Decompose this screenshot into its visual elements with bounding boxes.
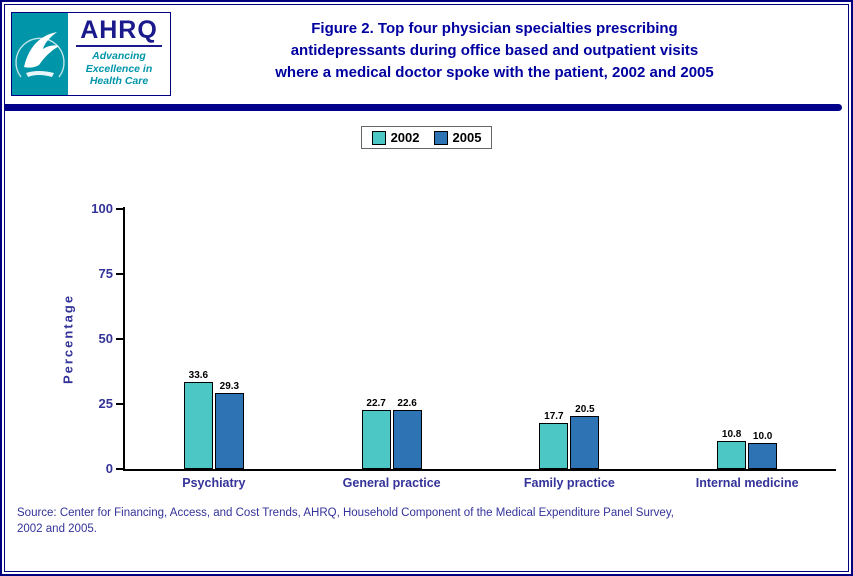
legend-label: 2005 [452, 130, 482, 145]
y-tick-label: 0 [105, 461, 113, 476]
y-tick-mark [116, 208, 123, 210]
bar-group-internal-medicine: 10.8 10.0 [716, 207, 778, 469]
legend-swatch [371, 130, 386, 145]
bar-2005 [392, 410, 422, 469]
legend: 2002 2005 [360, 126, 493, 149]
category-label: Family practice [523, 476, 615, 490]
bar-chart: Percentage 0 25 50 75 100 33.6 29.3 22.7 22.6 17… [55, 201, 836, 476]
y-tick-label: 50 [98, 331, 113, 346]
bar-wrap: 29.3 [214, 207, 245, 469]
y-axis-title-column: Percentage [55, 207, 81, 471]
source-note: Source: Center for Financing, Access, an… [17, 507, 674, 535]
bar-value-label: 10.8 [721, 428, 742, 440]
bar-value-label: 17.7 [544, 410, 564, 422]
page: AHRQ Advancing Excellence in Health Care… [4, 4, 849, 572]
legend-swatch [433, 130, 448, 145]
y-tick-mark [116, 338, 123, 340]
bar-group-family-practice: 17.7 20.5 [538, 207, 600, 469]
legend-row: 2002 2005 [5, 126, 848, 149]
bar-2005 [214, 392, 244, 469]
y-tick-mark [116, 273, 123, 275]
category-label: Psychiatry [182, 476, 246, 490]
bar-2002 [717, 440, 747, 469]
agency-logo-block: AHRQ Advancing Excellence in Health Care [11, 12, 171, 96]
bar-2005 [748, 443, 778, 469]
category-row: Psychiatry General practice Family practic… [125, 476, 836, 490]
bar-wrap: 10.0 [747, 207, 778, 469]
bar-wrap: 22.7 [361, 207, 392, 469]
bar-group-psychiatry: 33.6 29.3 [183, 207, 245, 469]
y-axis-values: 0 25 50 75 100 [81, 201, 123, 476]
bar-2002 [183, 381, 213, 469]
bar-2002 [539, 422, 569, 469]
bar-value-label: 29.3 [219, 380, 240, 392]
y-axis-title: Percentage [60, 293, 76, 385]
bar-wrap: 10.8 [716, 207, 747, 469]
category-label: Internal medicine [695, 476, 799, 490]
bar-value-label: 20.5 [575, 403, 595, 415]
legend-item-2005: 2005 [433, 130, 482, 145]
bar-wrap: 33.6 [183, 207, 214, 469]
page-title: Figure 2. Top four physician specialties… [275, 20, 714, 81]
y-tick-label: 25 [98, 396, 113, 411]
bar-wrap: 22.6 [392, 207, 423, 469]
y-tick-label: 75 [98, 266, 113, 281]
bar-wrap: 20.5 [569, 207, 600, 469]
bar-value-label: 10.0 [752, 431, 773, 442]
ahrq-underline [76, 45, 162, 47]
y-tick-mark [116, 468, 123, 470]
y-tick-label: 100 [91, 201, 113, 216]
header-divider-rule [5, 104, 842, 111]
hhs-logo [12, 13, 68, 95]
ahrq-logo: AHRQ Advancing Excellence in Health Care [68, 13, 170, 95]
bar-2005 [570, 415, 600, 469]
bar-wrap: 17.7 [538, 207, 569, 469]
plot-area: 33.6 29.3 22.7 22.6 17.7 20.5 10.8 10.0 [116, 207, 836, 471]
ahrq-wordmark: AHRQ [80, 16, 158, 44]
bar-value-label: 33.6 [188, 369, 209, 381]
title-area: Figure 2. Top four physician specialties… [171, 12, 838, 83]
y-tick-mark [116, 403, 123, 405]
legend-item-2002: 2002 [371, 130, 420, 145]
category-label: General practice [342, 476, 441, 490]
bar-2002 [361, 409, 391, 469]
bar-value-label: 22.6 [397, 398, 417, 410]
bar-value-label: 22.7 [366, 397, 386, 409]
bar-group-general-practice: 22.7 22.6 [361, 207, 423, 469]
legend-label: 2002 [390, 130, 420, 145]
ahrq-tagline: Advancing Excellence in Health Care [85, 50, 153, 88]
hhs-eagle-icon [15, 32, 65, 78]
header: AHRQ Advancing Excellence in Health Care… [5, 5, 848, 96]
